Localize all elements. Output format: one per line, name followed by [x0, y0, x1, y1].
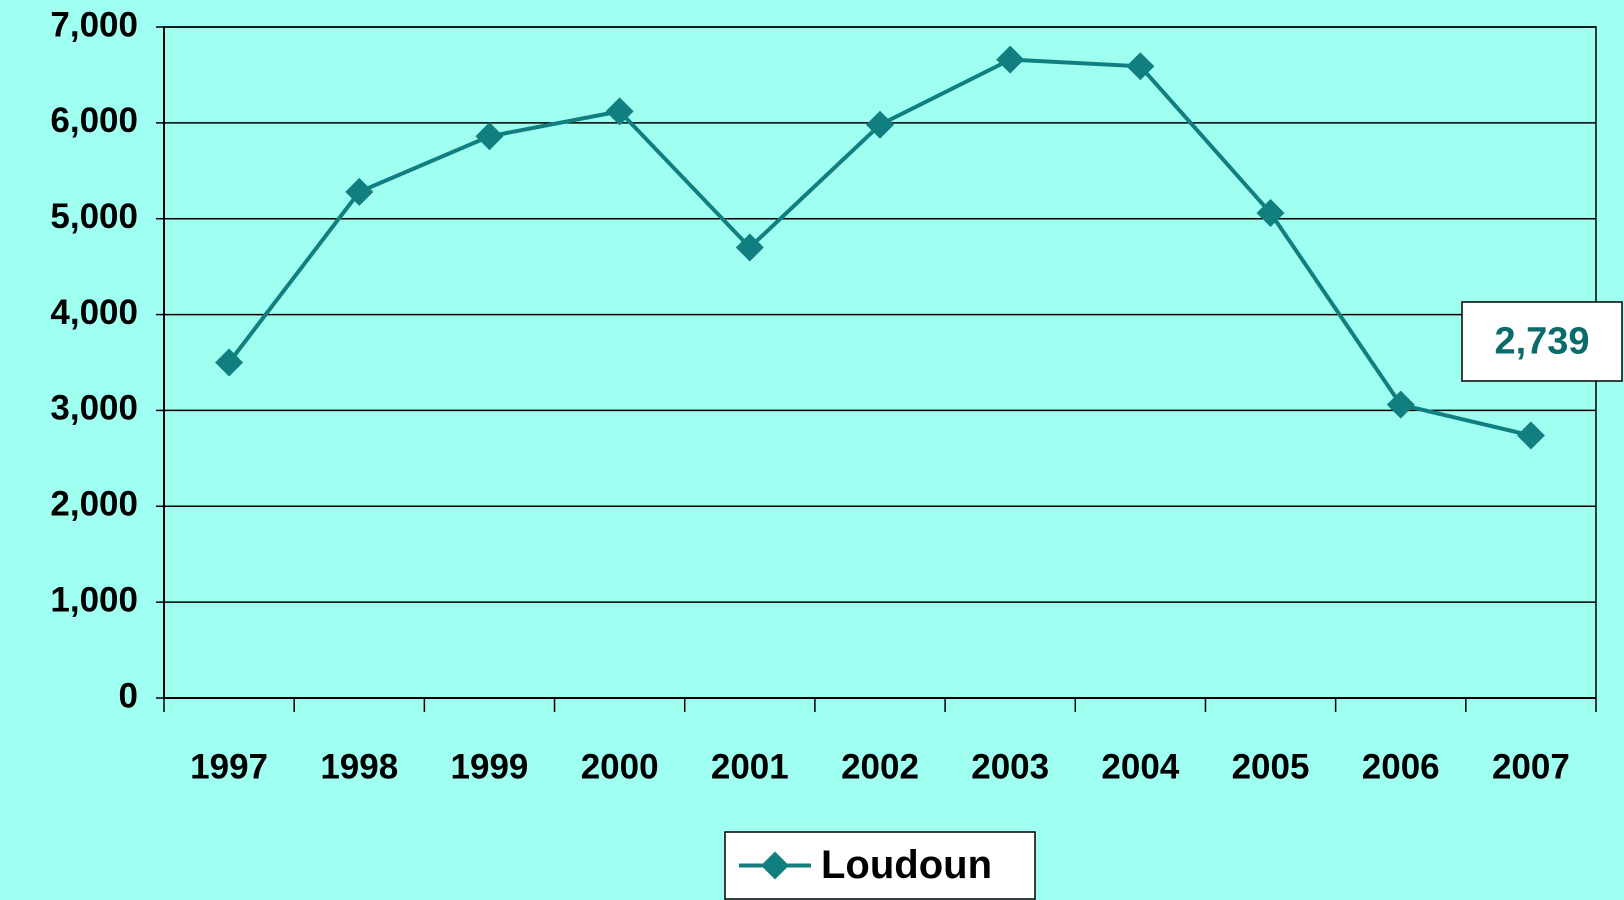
x-tick-label: 2004 [1101, 747, 1179, 786]
y-tick-label: 4,000 [50, 293, 138, 332]
x-tick-label: 2001 [711, 747, 789, 786]
x-tick-label: 2000 [581, 747, 659, 786]
y-tick-label: 5,000 [50, 197, 138, 236]
data-point [1256, 198, 1285, 227]
data-point [1516, 421, 1545, 450]
data-point [996, 45, 1025, 74]
data-point [1126, 52, 1155, 81]
x-tick-label: 2007 [1492, 747, 1570, 786]
data-point [345, 177, 374, 206]
y-tick-label: 1,000 [50, 580, 138, 619]
y-tick-label: 7,000 [50, 5, 138, 44]
y-tick-label: 0 [119, 676, 138, 715]
x-tick-label: 1998 [320, 747, 398, 786]
x-tick-label: 2002 [841, 747, 919, 786]
data-point [475, 122, 504, 151]
x-tick-label: 2006 [1362, 747, 1440, 786]
data-label: 2,739 [1494, 321, 1589, 363]
x-tick-label: 1999 [451, 747, 529, 786]
plot-area [163, 26, 1597, 699]
x-tick-label: 2005 [1232, 747, 1310, 786]
x-tick-label: 2003 [971, 747, 1049, 786]
y-tick-label: 6,000 [50, 101, 138, 140]
legend-label: Loudoun [821, 843, 992, 887]
data-point [735, 233, 764, 262]
y-tick-label: 3,000 [50, 389, 138, 428]
data-point [866, 110, 894, 139]
y-tick-label: 2,000 [50, 485, 138, 524]
data-point [605, 97, 634, 126]
legend-marker [761, 851, 789, 880]
data-point [1386, 390, 1415, 419]
data-label-box [1461, 301, 1623, 382]
x-tick-label: 1997 [190, 747, 268, 786]
data-point [215, 348, 244, 377]
